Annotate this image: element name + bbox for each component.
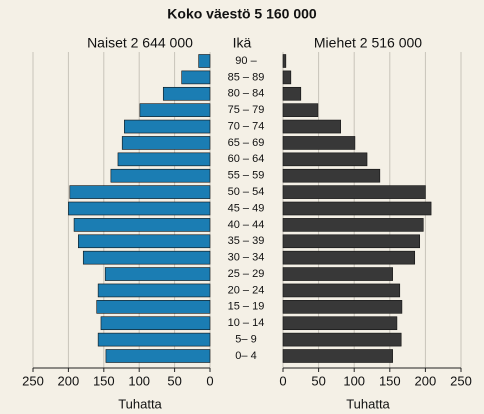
bar [68,201,211,216]
x-tick-label: 0 [279,373,286,388]
category-label: Ikä [233,35,252,51]
bar [282,103,319,117]
x-tick-label: 50 [167,373,181,388]
bar [117,152,211,167]
bar [282,332,402,347]
bar [97,332,211,347]
category-label: 5– 9 [235,334,256,346]
bar [78,234,211,249]
x-tick-label: 250 [22,373,44,388]
x-tick-label: 150 [379,373,401,388]
bar [282,86,302,101]
bar [73,218,211,232]
bar [110,168,211,183]
bar [82,250,211,265]
x-tick-label: 100 [128,373,150,388]
bar [105,349,211,363]
category-label: 15 – 19 [228,301,265,313]
legend-right: Miehet 2 516 000 [314,35,422,51]
bar [139,103,211,117]
bar [282,119,341,134]
category-label: 35 – 39 [228,235,265,247]
x-tick-label: 200 [415,373,437,388]
legend-left: Naiset 2 644 000 [87,35,193,51]
bar [282,136,356,150]
x-tick-label: 100 [343,373,365,388]
x-tick-label: 200 [58,373,80,388]
bar [282,201,432,216]
x-tick-label: 250 [450,373,472,388]
bar [282,300,403,314]
bar [282,152,368,167]
bar [282,218,424,232]
category-label: 30 – 34 [228,252,265,264]
chart-title: Koko väestö 5 160 000 [167,6,317,22]
x-axis-label-left: Tuhatta [118,396,162,411]
bar [282,168,381,183]
bar [282,185,426,199]
bar [96,300,211,314]
bar [282,250,416,265]
bar [97,283,211,298]
bar [282,70,292,85]
bar [162,86,211,101]
bar [181,70,211,85]
bar [100,316,211,331]
category-label: 25 – 29 [228,268,265,280]
category-label: 70 – 74 [228,120,265,132]
bar [282,283,401,298]
bar [282,234,421,249]
bar [104,267,211,281]
bar [282,349,393,363]
x-axis-label-right: Tuhatta [346,396,390,411]
x-tick-label: 150 [93,373,115,388]
bar [282,267,393,281]
category-label: 10 – 14 [228,317,265,329]
category-label: 40 – 44 [228,219,265,231]
category-label: 90 – [235,55,257,67]
bar [282,54,287,68]
bar [198,54,211,68]
bar [282,316,398,331]
category-label: 20 – 24 [228,284,265,296]
category-label: 45 – 49 [228,202,265,214]
category-label: 80 – 84 [228,88,265,100]
bar [124,119,211,134]
category-label: 50 – 54 [228,186,265,198]
bar [121,136,211,150]
category-label: 0– 4 [235,350,256,362]
category-label: 75 – 79 [228,104,265,116]
category-label: 55 – 59 [228,170,265,182]
x-tick-label: 50 [311,373,325,388]
bar [69,185,211,199]
x-tick-label: 0 [206,373,213,388]
category-label: 65 – 69 [228,137,265,149]
category-label: 85 – 89 [228,71,265,83]
category-label: 60 – 64 [228,153,265,165]
